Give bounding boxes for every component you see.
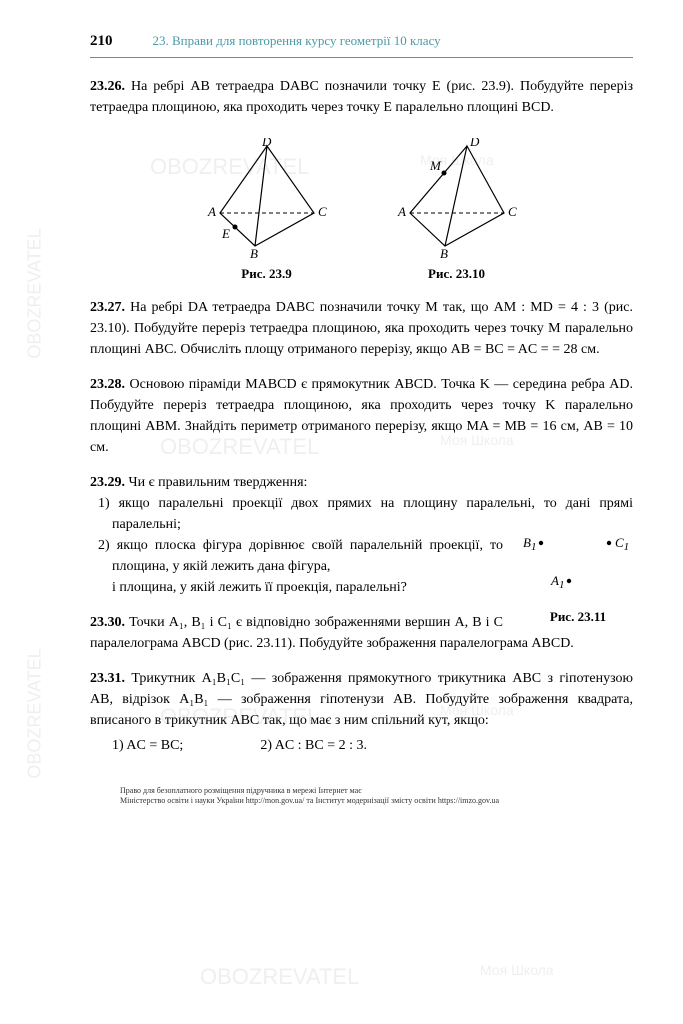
problem-number: 23.30. [90,615,125,630]
figure-caption-2: Рис. 23.10 [392,264,522,284]
label-A1: A1 [550,573,564,591]
problem-23-28: 23.28. Основою піраміди MABCD є прямокут… [90,374,633,458]
problem-text: На ребрі AB тетраедра DABC позначили точ… [90,79,633,115]
footer-line-2: Міністерство освіти і науки України http… [120,796,633,806]
chapter-title: 23. Вправи для повторення курсу геометрі… [153,31,441,51]
problem-intro: Чи є правильним твердження: [129,475,308,490]
problem-text: Точки A₁, B₁ і C₁ є відповідно зображенн… [90,615,574,651]
label-B: B [250,246,258,258]
problem-number: 23.29. [90,475,125,490]
problem-23-27: 23.27. На ребрі DA тетраедра DABC познач… [90,297,633,360]
problem-31-item-2: 2) AC : BC = 2 : 3. [260,738,367,753]
figure-caption-3: Рис. 23.11 [523,607,633,627]
label-C: C [318,204,327,219]
label-A: A [397,204,406,219]
problem-text: Основою піраміди MABCD є прямокутник ABC… [90,377,633,455]
problem-number: 23.28. [90,377,125,392]
tetrahedron-diagram-2: D A C B M [392,138,522,258]
label-D: D [469,138,480,149]
label-C1: C1 [615,535,629,553]
watermark-obo-2: OBOZREVATEL [22,648,49,778]
figures-row: D A C B E Рис. 23.9 D A C B M Рис. 23.10 [90,138,633,284]
problem-text: Трикутник A₁B₁C₁ — зображення прямокутно… [90,671,633,728]
figure-23-10: D A C B M Рис. 23.10 [392,138,522,284]
points-diagram: B1 C1 A1 [523,531,633,601]
problem-23-29: 23.29. Чи є правильним твердження: 1) як… [90,472,633,598]
page-number: 210 [90,30,113,53]
figure-23-11: B1 C1 A1 Рис. 23.11 [523,531,633,627]
label-A: A [207,204,216,219]
tetrahedron-diagram: D A C B E [202,138,332,258]
problem-number: 23.26. [90,79,125,94]
label-E: E [221,226,230,241]
watermark-obo: OBOZREVATEL [22,228,49,358]
problem-number: 23.31. [90,671,125,686]
figure-caption: Рис. 23.9 [202,264,332,284]
footer-line-1: Право для безоплатного розміщення підруч… [120,786,633,796]
label-D: D [261,138,272,149]
label-C: C [508,204,517,219]
problem-text: На ребрі DA тетраедра DABC позначили точ… [90,300,633,357]
problem-29-item-1: 1) якщо паралельні проекції двох прямих … [112,493,633,535]
watermark-shkola-6: Моя Школа [480,960,554,981]
problem-23-26: 23.26. На ребрі AB тетраедра DABC познач… [90,76,633,118]
label-B: B [440,246,448,258]
label-B1: B1 [523,535,536,553]
figure-23-9: D A C B E Рис. 23.9 [202,138,332,284]
problem-number: 23.27. [90,300,125,315]
page-footer: Право для безоплатного розміщення підруч… [120,786,633,806]
page-header: 210 23. Вправи для повторення курсу геом… [90,30,633,58]
watermark-obo-6: OBOZREVATEL [200,960,359,993]
label-M: M [429,158,442,173]
problem-31-item-1: 1) AC = BC; [112,738,183,753]
problem-23-31: 23.31. Трикутник A₁B₁C₁ — зображення пря… [90,668,633,756]
